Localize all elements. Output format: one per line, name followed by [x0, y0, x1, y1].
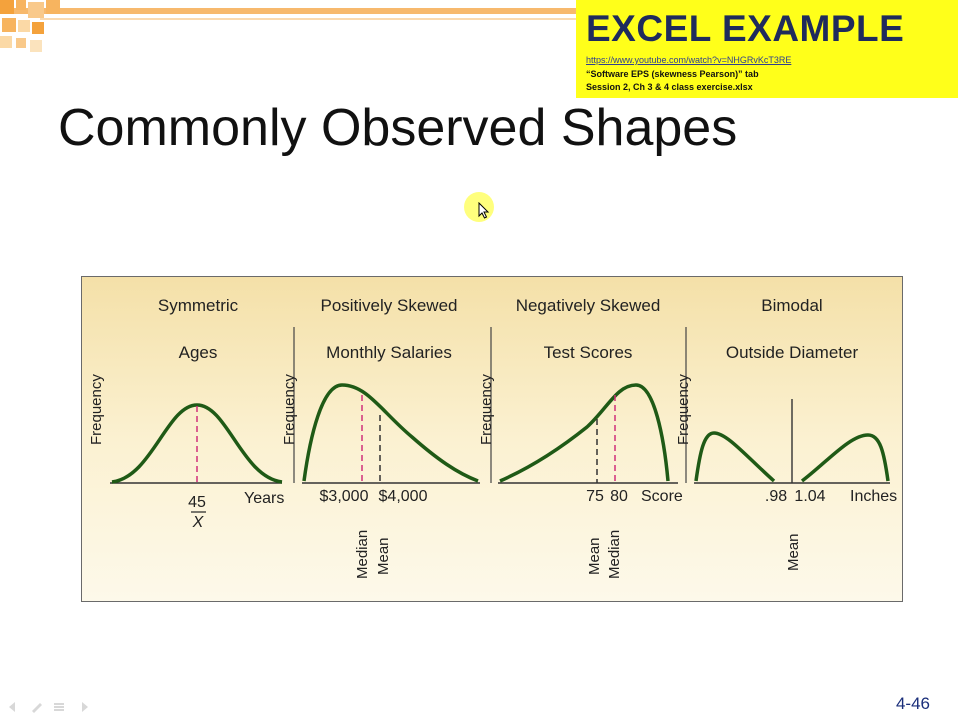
frequency-axis-label: Frequency — [88, 374, 105, 445]
bimodal-curve-left — [694, 431, 776, 483]
frequency-axis-label: Frequency — [478, 374, 495, 445]
forward-icon[interactable] — [82, 702, 88, 712]
tick-label: 1.04 — [794, 488, 825, 505]
mean-symbol: X — [192, 514, 205, 531]
panel-heading: Bimodal — [761, 296, 822, 315]
panel-bimodal: Bimodal Outside Diameter Frequency .98 1… — [675, 296, 897, 571]
axis-unit: Score — [641, 488, 683, 505]
excel-example-box: EXCEL EXAMPLE https://www.youtube.com/wa… — [576, 0, 958, 98]
back-icon[interactable] — [9, 702, 15, 712]
panel-subheading: Ages — [179, 343, 218, 362]
tick-label: .98 — [765, 488, 787, 505]
video-link[interactable]: https://www.youtube.com/watch?v=NHGRvKcT… — [586, 55, 792, 65]
tick-label: $4,000 — [379, 488, 428, 505]
mouse-pointer-icon — [478, 202, 490, 219]
panel-subheading: Monthly Salaries — [326, 343, 452, 362]
excel-example-title: EXCEL EXAMPLE — [586, 8, 905, 49]
frequency-axis-label: Frequency — [281, 374, 298, 445]
positively-skewed-curve — [302, 383, 479, 483]
tick-label: 45 — [188, 494, 206, 511]
header-decoration — [0, 0, 576, 52]
distribution-shapes-figure: Symmetric Ages Frequency 45 X Years Posi… — [81, 276, 903, 602]
bimodal-curve-right — [800, 433, 890, 483]
panel-symmetric: Symmetric Ages Frequency 45 X Years — [88, 296, 284, 531]
slide-title: Commonly Observed Shapes — [58, 99, 738, 157]
axis-unit: Inches — [850, 488, 897, 505]
symmetric-curve — [111, 403, 283, 484]
panel-negatively-skewed: Negatively Skewed Test Scores Frequency … — [478, 296, 683, 579]
panel-subheading: Outside Diameter — [726, 343, 859, 362]
tick-label: $3,000 — [320, 488, 369, 505]
tick-label: 80 — [610, 488, 628, 505]
vertical-label-median: Median — [606, 530, 623, 579]
vertical-label-mean: Mean — [586, 537, 603, 575]
vertical-label-mean: Mean — [785, 533, 802, 571]
excel-tab-note: “Software EPS (skewness Pearson)” tab — [586, 69, 759, 79]
axis-unit: Years — [244, 490, 284, 507]
panel-heading: Symmetric — [158, 296, 239, 315]
frequency-axis-label: Frequency — [675, 374, 692, 445]
panel-heading: Positively Skewed — [320, 296, 457, 315]
panel-heading: Negatively Skewed — [516, 296, 661, 315]
vertical-label-median: Median — [354, 530, 371, 579]
pen-icon[interactable] — [32, 703, 42, 713]
negatively-skewed-curve — [499, 383, 670, 483]
page-number: 4-46 — [895, 694, 930, 713]
panel-positively-skewed: Positively Skewed Monthly Salaries Frequ… — [281, 296, 480, 579]
tick-label: 75 — [586, 488, 604, 505]
panel-subheading: Test Scores — [544, 343, 633, 362]
vertical-label-mean: Mean — [375, 537, 392, 575]
menu-icon[interactable] — [54, 703, 64, 711]
excel-file-note: Session 2, Ch 3 & 4 class exercise.xlsx — [586, 82, 753, 92]
slideshow-nav-controls — [9, 702, 88, 713]
